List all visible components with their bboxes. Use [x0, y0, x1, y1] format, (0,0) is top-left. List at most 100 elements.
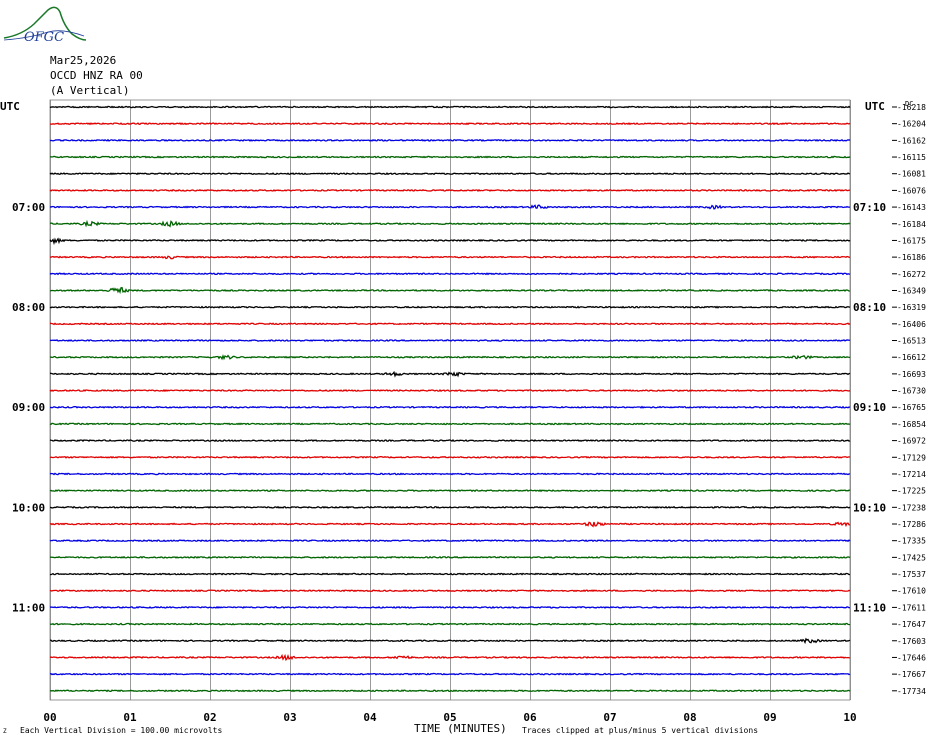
x-tick-label-7: 07 [603, 711, 616, 724]
trace-27 [49, 555, 851, 559]
trace-10 [49, 272, 851, 276]
dc-offset-24: -17238 [897, 503, 926, 512]
seismic-traces [49, 105, 851, 693]
x-tick-label-9: 09 [763, 711, 776, 724]
dc-offset-5: -16076 [897, 186, 926, 195]
trace-5 [49, 188, 851, 192]
dc-offset-14: -16513 [897, 337, 926, 346]
header-component: (A Vertical) [50, 84, 129, 97]
dc-offset-11: -16349 [897, 286, 926, 295]
right-time-label-2: 09:10 [853, 401, 886, 414]
dc-offset-8: -16175 [897, 236, 926, 245]
dc-offset-1: -16204 [897, 120, 926, 129]
trace-30 [49, 605, 851, 609]
left-time-label-3: 10:00 [12, 501, 45, 514]
x-tick-label-6: 06 [523, 711, 537, 724]
dc-offset-4: -16081 [897, 170, 926, 179]
trace-0 [49, 105, 851, 109]
dc-offset-27: -17425 [897, 553, 926, 562]
dc-offset-10: -16272 [897, 270, 926, 279]
logo-text: OFGC [24, 30, 64, 45]
dc-offset-21: -17129 [897, 453, 926, 462]
trace-13 [49, 322, 851, 326]
right-time-label-1: 08:10 [853, 301, 886, 314]
left-time-label-0: 07:00 [12, 201, 45, 214]
trace-32 [49, 637, 851, 645]
trace-29 [49, 589, 851, 593]
dc-offset-34: -17667 [897, 670, 926, 679]
time-labels: 07:00 08:00 09:00 10:00 11:00 07:10 08:10 09:10… [12, 201, 886, 614]
trace-7 [49, 219, 851, 228]
right-time-label-4: 11:10 [853, 601, 886, 614]
dc-offset-12: -16319 [897, 303, 926, 312]
trace-14 [49, 339, 851, 342]
trace-20 [49, 439, 851, 443]
trace-3 [49, 155, 851, 159]
trace-15 [49, 354, 851, 361]
x-tick-label-2: 02 [203, 711, 216, 724]
trace-35 [49, 689, 851, 693]
ofgc-logo: OFGC [3, 6, 87, 45]
trace-31 [49, 622, 851, 626]
dc-offset-9: -16186 [897, 253, 926, 262]
trace-23 [49, 489, 851, 493]
plot-frame [49, 99, 851, 701]
dc-label: DC [905, 100, 913, 108]
trace-24 [49, 505, 851, 509]
trace-16 [49, 370, 851, 378]
dc-offset-7: -16184 [897, 220, 926, 229]
x-tick-label-10: 10 [843, 711, 856, 724]
trace-8 [49, 237, 851, 246]
dc-offset-31: -17647 [897, 620, 926, 629]
dc-offset-22: -17214 [897, 470, 926, 479]
utc-label-left: UTC [0, 100, 20, 113]
trace-28 [49, 572, 851, 576]
trace-17 [49, 389, 851, 393]
dc-offset-33: -17646 [897, 653, 926, 662]
trace-22 [49, 472, 851, 476]
trace-34 [49, 672, 851, 676]
dc-offset-18: -16765 [897, 403, 926, 412]
dc-offset-30: -17611 [897, 603, 926, 612]
x-tick-label-3: 03 [283, 711, 296, 724]
trace-9 [49, 255, 851, 260]
trace-12 [49, 305, 851, 309]
clip-note: Traces clipped at plus/minus 5 vertical … [522, 726, 758, 735]
dc-offset-6: -16143 [897, 203, 926, 212]
x-axis-ticks: 00 01 02 03 04 05 06 07 08 09 10 [43, 711, 856, 724]
x-tick-label-1: 01 [123, 711, 137, 724]
right-time-label-0: 07:10 [853, 201, 886, 214]
left-time-label-4: 11:00 [12, 601, 45, 614]
dc-offset-35: -17734 [897, 687, 926, 696]
header-date: Mar25,2026 [50, 54, 116, 67]
dc-offset-16: -16693 [897, 370, 926, 379]
trace-26 [49, 539, 851, 543]
trace-25 [49, 521, 851, 528]
trace-4 [49, 172, 851, 176]
dc-offset-0: -16218 [897, 103, 926, 112]
dc-offset-20: -16972 [897, 437, 926, 446]
trace-33 [49, 653, 851, 662]
trace-18 [49, 405, 851, 409]
dc-offset-32: -17603 [897, 637, 926, 646]
x-tick-label-8: 08 [683, 711, 696, 724]
trace-11 [49, 286, 851, 295]
dc-offset-3: -16115 [897, 153, 926, 162]
dc-offset-26: -17335 [897, 537, 926, 546]
right-time-label-3: 10:10 [853, 501, 886, 514]
x-axis-label: TIME (MINUTES) [414, 722, 507, 735]
dc-offset-19: -16854 [897, 420, 926, 429]
dc-offset-23: -17225 [897, 487, 926, 496]
dc-offset-29: -17610 [897, 587, 926, 596]
utc-label-right: UTC [865, 100, 885, 113]
dc-offset-28: -17537 [897, 570, 926, 579]
scale-note: Each Vertical Division = 100.00 microvol… [20, 726, 222, 735]
left-time-label-2: 09:00 [12, 401, 45, 414]
dc-offset-25: -17286 [897, 520, 926, 529]
left-time-label-1: 08:00 [12, 301, 45, 314]
x-tick-label-5: 05 [443, 711, 456, 724]
trace-2 [49, 138, 851, 142]
dc-offset-labels: -16218 -16204 -16162 -16115 -16081 -16076 -161… [892, 103, 926, 696]
